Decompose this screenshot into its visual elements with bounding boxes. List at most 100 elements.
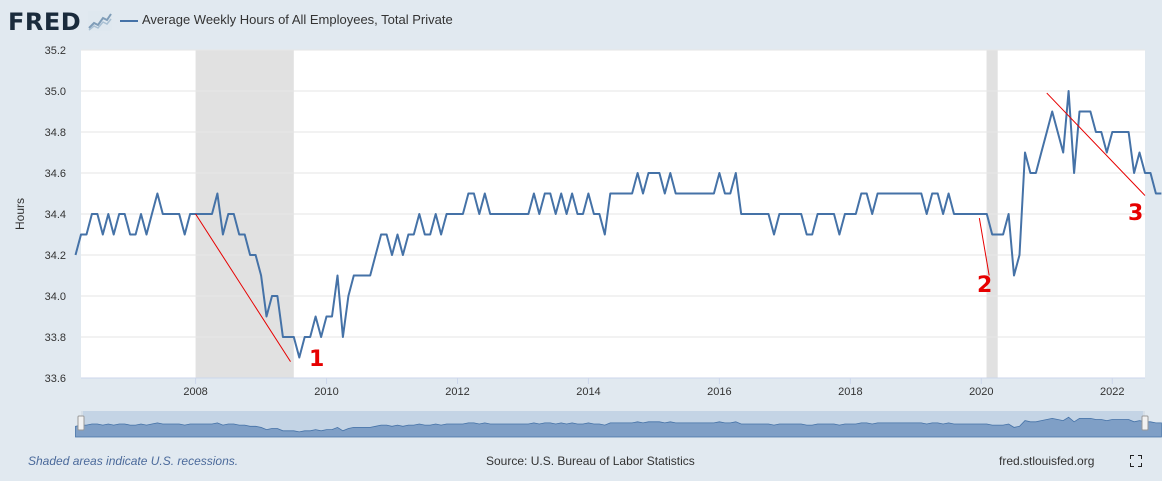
- data-point[interactable]: [498, 211, 504, 217]
- data-point[interactable]: [760, 211, 766, 217]
- data-point[interactable]: [542, 191, 548, 197]
- data-point[interactable]: [896, 191, 902, 197]
- data-point[interactable]: [280, 334, 286, 340]
- data-point[interactable]: [476, 211, 482, 217]
- data-point[interactable]: [1038, 150, 1044, 156]
- data-point[interactable]: [891, 191, 897, 197]
- data-point[interactable]: [176, 211, 182, 217]
- data-point[interactable]: [1087, 109, 1093, 115]
- data-point[interactable]: [264, 314, 270, 320]
- navigator-handle-right[interactable]: [1141, 415, 1149, 431]
- data-point[interactable]: [946, 191, 952, 197]
- data-point[interactable]: [171, 211, 177, 217]
- data-point[interactable]: [373, 252, 379, 258]
- data-point[interactable]: [345, 293, 351, 299]
- data-point[interactable]: [700, 191, 706, 197]
- data-point[interactable]: [160, 211, 166, 217]
- data-point[interactable]: [684, 191, 690, 197]
- data-point[interactable]: [711, 191, 717, 197]
- data-point[interactable]: [787, 211, 793, 217]
- data-point[interactable]: [291, 334, 297, 340]
- data-point[interactable]: [149, 211, 155, 217]
- data-point[interactable]: [1126, 129, 1132, 135]
- data-point[interactable]: [733, 170, 739, 176]
- data-point[interactable]: [203, 211, 209, 217]
- data-point[interactable]: [1066, 88, 1072, 94]
- data-point[interactable]: [1049, 109, 1055, 115]
- data-point[interactable]: [329, 314, 335, 320]
- data-point[interactable]: [1022, 150, 1028, 156]
- data-point[interactable]: [269, 293, 275, 299]
- data-point[interactable]: [558, 191, 564, 197]
- data-point[interactable]: [198, 211, 204, 217]
- data-point[interactable]: [1109, 129, 1115, 135]
- data-point[interactable]: [771, 232, 777, 238]
- data-point[interactable]: [618, 191, 624, 197]
- data-point[interactable]: [645, 170, 651, 176]
- data-point[interactable]: [705, 191, 711, 197]
- data-point[interactable]: [471, 191, 477, 197]
- data-point[interactable]: [433, 211, 439, 217]
- data-point[interactable]: [907, 191, 913, 197]
- data-point[interactable]: [482, 191, 488, 197]
- data-point[interactable]: [815, 211, 821, 217]
- data-point[interactable]: [591, 211, 597, 217]
- data-point[interactable]: [826, 211, 832, 217]
- data-point[interactable]: [940, 211, 946, 217]
- data-point[interactable]: [924, 211, 930, 217]
- data-point[interactable]: [73, 252, 79, 258]
- data-point[interactable]: [1077, 109, 1083, 115]
- data-point[interactable]: [302, 334, 308, 340]
- data-point[interactable]: [853, 211, 859, 217]
- data-point[interactable]: [94, 211, 100, 217]
- data-point[interactable]: [1060, 150, 1066, 156]
- data-point[interactable]: [231, 211, 237, 217]
- data-point[interactable]: [1011, 273, 1017, 279]
- data-point[interactable]: [1153, 191, 1159, 197]
- data-point[interactable]: [531, 191, 537, 197]
- data-point[interactable]: [138, 211, 144, 217]
- data-point[interactable]: [580, 211, 586, 217]
- data-point[interactable]: [444, 211, 450, 217]
- data-point[interactable]: [727, 191, 733, 197]
- data-point[interactable]: [880, 191, 886, 197]
- data-point[interactable]: [1000, 232, 1006, 238]
- data-point[interactable]: [569, 191, 575, 197]
- data-point[interactable]: [367, 273, 373, 279]
- data-point[interactable]: [324, 314, 330, 320]
- data-point[interactable]: [798, 211, 804, 217]
- data-point[interactable]: [1093, 129, 1099, 135]
- data-point[interactable]: [738, 211, 744, 217]
- data-point[interactable]: [624, 191, 630, 197]
- data-point[interactable]: [225, 211, 231, 217]
- site-link[interactable]: fred.stlouisfed.org: [999, 454, 1095, 468]
- data-point[interactable]: [536, 211, 542, 217]
- data-point[interactable]: [962, 211, 968, 217]
- data-point[interactable]: [1104, 150, 1110, 156]
- data-point[interactable]: [629, 191, 635, 197]
- data-point[interactable]: [122, 211, 128, 217]
- data-point[interactable]: [465, 191, 471, 197]
- data-point[interactable]: [1147, 170, 1153, 176]
- data-point[interactable]: [722, 191, 728, 197]
- data-point[interactable]: [460, 211, 466, 217]
- data-point[interactable]: [384, 232, 390, 238]
- data-point[interactable]: [553, 211, 559, 217]
- data-point[interactable]: [749, 211, 755, 217]
- fred-logo[interactable]: FRED: [8, 8, 82, 36]
- data-point[interactable]: [454, 211, 460, 217]
- data-point[interactable]: [438, 232, 444, 238]
- data-point[interactable]: [318, 334, 324, 340]
- data-point[interactable]: [307, 334, 313, 340]
- data-point[interactable]: [804, 232, 810, 238]
- data-point[interactable]: [1142, 170, 1148, 176]
- data-point[interactable]: [662, 191, 668, 197]
- navigator-handle-left[interactable]: [77, 415, 85, 431]
- data-point[interactable]: [935, 191, 941, 197]
- range-navigator[interactable]: [75, 411, 1162, 438]
- data-point[interactable]: [869, 211, 875, 217]
- fullscreen-icon[interactable]: [1130, 455, 1142, 467]
- data-point[interactable]: [509, 211, 515, 217]
- data-point[interactable]: [635, 170, 641, 176]
- data-point[interactable]: [449, 211, 455, 217]
